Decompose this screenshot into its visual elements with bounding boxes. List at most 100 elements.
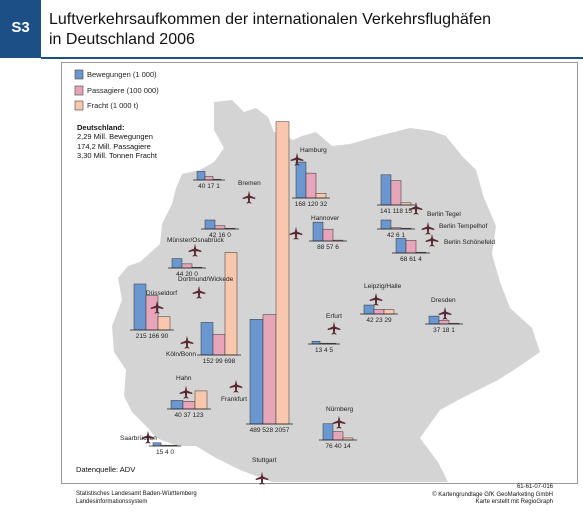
footer-software: Karte erstellt mit RegioGraph xyxy=(475,499,553,505)
bar-hamburg-freight xyxy=(315,193,327,199)
values-n-rnberg: 76 40 14 xyxy=(325,443,351,450)
footer-map-id: 61-61-07-016 xyxy=(516,484,553,490)
germany-map-shape xyxy=(112,100,540,482)
bar-dresden-passengers xyxy=(438,320,450,325)
bar-berlin-sch-nefeld-passengers xyxy=(405,240,417,254)
map-frame xyxy=(61,62,578,484)
summary-passengers: 174,2 Mill. Passagiere xyxy=(77,141,151,151)
values-frankfurt: 489 528 2057 xyxy=(250,427,290,434)
values-erfurt: 13 4 5 xyxy=(315,347,333,354)
title-line-1: Luftverkehrsaufkommen der internationale… xyxy=(49,11,492,28)
airport-name-leipzig-halle: Leipzig/Halle xyxy=(364,283,402,290)
bar-bremen-passengers xyxy=(204,176,214,181)
values-m-nster-osnabr-ck: 42 16 0 xyxy=(209,232,231,239)
airport-name-berlin-tempelhof: Berlin Tempelhof xyxy=(439,223,487,230)
values-berlin-tegel: 141 118 15 xyxy=(380,208,412,215)
bar-hannover-movements xyxy=(312,221,324,242)
bar-berlin-tegel-passengers xyxy=(390,180,402,206)
values-hamburg: 168 120 32 xyxy=(295,201,328,208)
values-bremen: 40 17 1 xyxy=(198,183,220,190)
airport-name-bremen: Bremen xyxy=(238,180,261,187)
bar-k-ln-bonn-passengers xyxy=(212,334,226,356)
bar-k-ln-bonn-freight xyxy=(224,252,238,356)
values-leipzig-halle: 42 23 29 xyxy=(366,317,392,324)
bar-d-sseldorf-movements xyxy=(133,283,147,331)
airport-name-berlin-sch-nefeld: Berlin Schönefeld xyxy=(444,239,495,246)
footer-system: Landesinformationssystem xyxy=(76,498,148,505)
values-d-sseldorf: 215 166 90 xyxy=(136,333,169,340)
bar-berlin-tegel-movements xyxy=(380,174,392,206)
airport-name-d-sseldorf: Düsseldorf xyxy=(146,290,177,297)
bar-hamburg-passengers xyxy=(305,172,317,199)
title-line-2: in Deutschland 2006 xyxy=(49,31,195,48)
bar-bremen-movements xyxy=(196,171,206,181)
bar-hamburg-movements xyxy=(295,161,307,199)
airport-name-hahn: Hahn xyxy=(176,375,192,382)
airport-name-m-nster-osnabr-ck: Münster/Osnabrück xyxy=(167,237,224,244)
legend-swatch-movements xyxy=(74,69,84,80)
bar-hahn-movements xyxy=(170,400,184,410)
airport-name-k-ln-bonn: Köln/Bonn xyxy=(166,351,196,358)
values-k-ln-bonn: 152 99 698 xyxy=(203,358,236,365)
bar-k-ln-bonn-movements xyxy=(200,322,214,356)
values-dortmund-wickede: 44 20 0 xyxy=(176,271,198,278)
bar-dresden-movements xyxy=(428,315,440,325)
page-title: Luftverkehrsaufkommen der internationale… xyxy=(49,10,491,50)
bar-d-sseldorf-freight xyxy=(157,316,171,331)
airport-name-hannover: Hannover xyxy=(311,215,340,222)
airport-name-saarbr-cken: Saarbrücken xyxy=(120,435,157,442)
summary-freight: 3,30 Mill. Tonnen Fracht xyxy=(77,150,157,160)
values-hannover: 88 57 6 xyxy=(317,244,339,251)
summary-movements: 2,29 Mill. Bewegungen xyxy=(77,132,153,142)
section-badge-label: S3 xyxy=(11,19,30,36)
legend-passengers: Passagiere (100 000) xyxy=(87,86,159,95)
germany-summary: Deutschland: 2,29 Mill. Bewegungen 174,2… xyxy=(77,123,157,160)
bar-n-rnberg-movements xyxy=(322,423,334,441)
bar-frankfurt-passengers xyxy=(262,314,277,425)
bar-frankfurt-movements xyxy=(249,319,264,425)
bar-saarbr-cken-movements xyxy=(152,442,162,447)
header-rule xyxy=(41,57,583,59)
values-saarbr-cken: 15 4 0 xyxy=(156,449,174,456)
bar-hahn-passengers xyxy=(182,401,196,410)
airport-name-dortmund-wickede: Dortmund/Wickede xyxy=(178,276,234,283)
airport-name-frankfurt: Frankfurt xyxy=(221,396,247,403)
legend-movements: Bewegungen (1 000) xyxy=(87,70,157,79)
airport-name-hamburg: Hamburg xyxy=(300,147,327,154)
values-berlin-tempelhof: 42 6 1 xyxy=(387,232,405,239)
legend-swatch-passengers xyxy=(74,85,84,96)
data-source: Datenquelle: ADV xyxy=(76,465,136,474)
bar-dortmund-wickede-passengers xyxy=(181,263,193,269)
bar-m-nster-osnabr-ck-passengers xyxy=(214,225,226,230)
legend-freight: Fracht (1 000 t) xyxy=(87,101,139,110)
bar-erfurt-movements xyxy=(311,340,321,345)
footer-right: 61-61-07-016 © Kartengrundlage GfK GeoMa… xyxy=(432,484,553,507)
bar-berlin-sch-nefeld-movements xyxy=(395,238,407,254)
airport-name-berlin-tegel: Berlin Tegel xyxy=(427,211,461,218)
bar-leipzig-halle-movements xyxy=(363,304,375,315)
bar-m-nster-osnabr-ck-movements xyxy=(204,219,216,230)
footer-left: Statistisches Landesamt Baden-Württember… xyxy=(76,491,197,506)
bar-dortmund-wickede-movements xyxy=(171,258,183,269)
bar-leipzig-halle-passengers xyxy=(373,308,385,315)
bar-berlin-tempelhof-movements xyxy=(380,219,392,230)
airport-name-stuttgart: Stuttgart xyxy=(252,457,277,464)
airport-labels: 168 120 32 Hamburg 40 17 1 Bremen 88 57 6 Han… xyxy=(120,147,495,464)
airport-name-n-rnberg: Nürnberg xyxy=(326,406,353,413)
bar-hannover-passengers xyxy=(322,228,334,242)
legend-swatch-freight xyxy=(74,100,84,111)
footer-copyright: © Kartengrundlage GfK GeoMarketing GmbH xyxy=(432,491,553,498)
bar-hahn-freight xyxy=(194,390,208,410)
values-dresden: 37 18 1 xyxy=(433,327,455,334)
airport-name-erfurt: Erfurt xyxy=(326,313,342,320)
bar-n-rnberg-passengers xyxy=(332,431,344,441)
section-badge: S3 xyxy=(0,0,41,58)
values-berlin-sch-nefeld: 68 61 4 xyxy=(400,256,422,263)
legend-swatches xyxy=(74,69,84,111)
airport-bars xyxy=(130,121,463,447)
bar-leipzig-halle-freight xyxy=(383,309,395,315)
airport-name-dresden: Dresden xyxy=(431,297,456,304)
bar-frankfurt-freight xyxy=(275,121,290,425)
summary-heading: Deutschland: xyxy=(77,123,125,132)
